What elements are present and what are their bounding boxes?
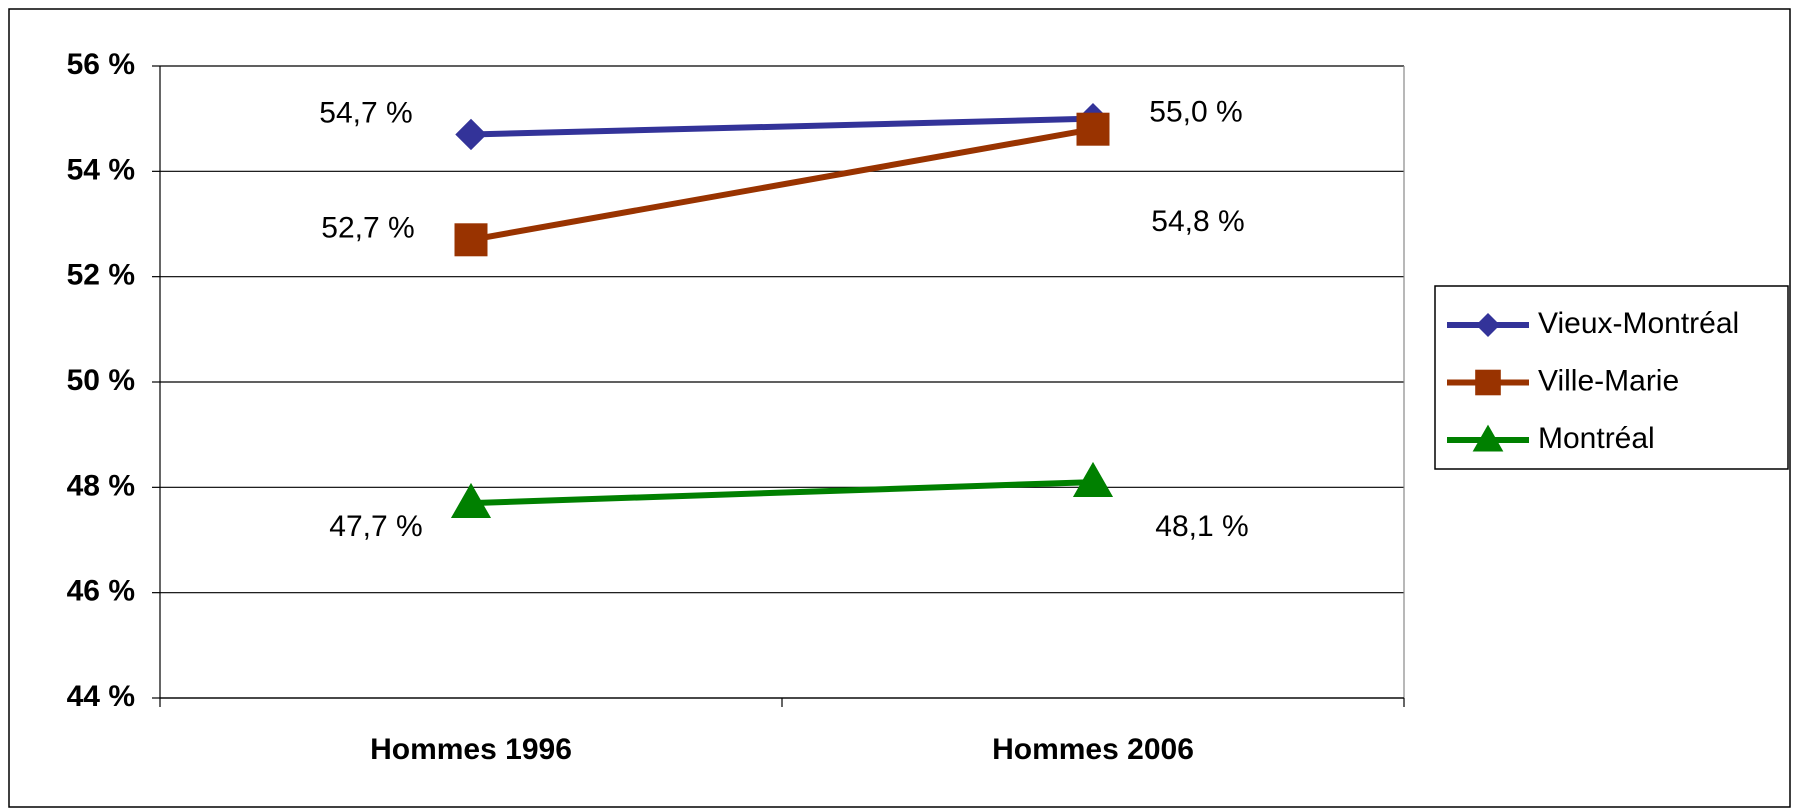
data-label: 52,7 % (321, 212, 414, 245)
data-label: 55,0 % (1149, 96, 1242, 129)
y-tick-label: 54 % (67, 153, 135, 186)
data-point (450, 482, 492, 519)
series-line (470, 126, 1094, 243)
data-point (455, 118, 487, 151)
data-label: 47,7 % (329, 510, 422, 543)
legend-marker (1472, 424, 1504, 452)
y-tick-label: 50 % (67, 364, 135, 397)
data-label: 54,8 % (1151, 205, 1244, 238)
legend-label: Montréal (1538, 422, 1655, 455)
legend-marker (1475, 369, 1501, 396)
y-tick-label: 44 % (67, 680, 135, 713)
series-line (470, 115, 1094, 138)
data-label: 54,7 % (319, 96, 412, 129)
legend-label: Vieux-Montréal (1538, 307, 1739, 340)
x-tick-label: Hommes 1996 (370, 733, 572, 766)
y-tick-label: 46 % (67, 575, 135, 608)
legend-label: Ville-Marie (1538, 364, 1679, 397)
y-tick-label: 52 % (67, 259, 135, 292)
data-point (1072, 461, 1114, 497)
data-point (1076, 112, 1110, 146)
y-tick-label: 56 % (67, 48, 135, 81)
data-point (454, 223, 488, 257)
x-tick-label: Hommes 2006 (992, 733, 1194, 766)
legend-marker (1476, 313, 1500, 337)
series-line (470, 479, 1094, 507)
data-label: 48,1 % (1155, 510, 1248, 543)
y-tick-label: 48 % (67, 469, 135, 502)
